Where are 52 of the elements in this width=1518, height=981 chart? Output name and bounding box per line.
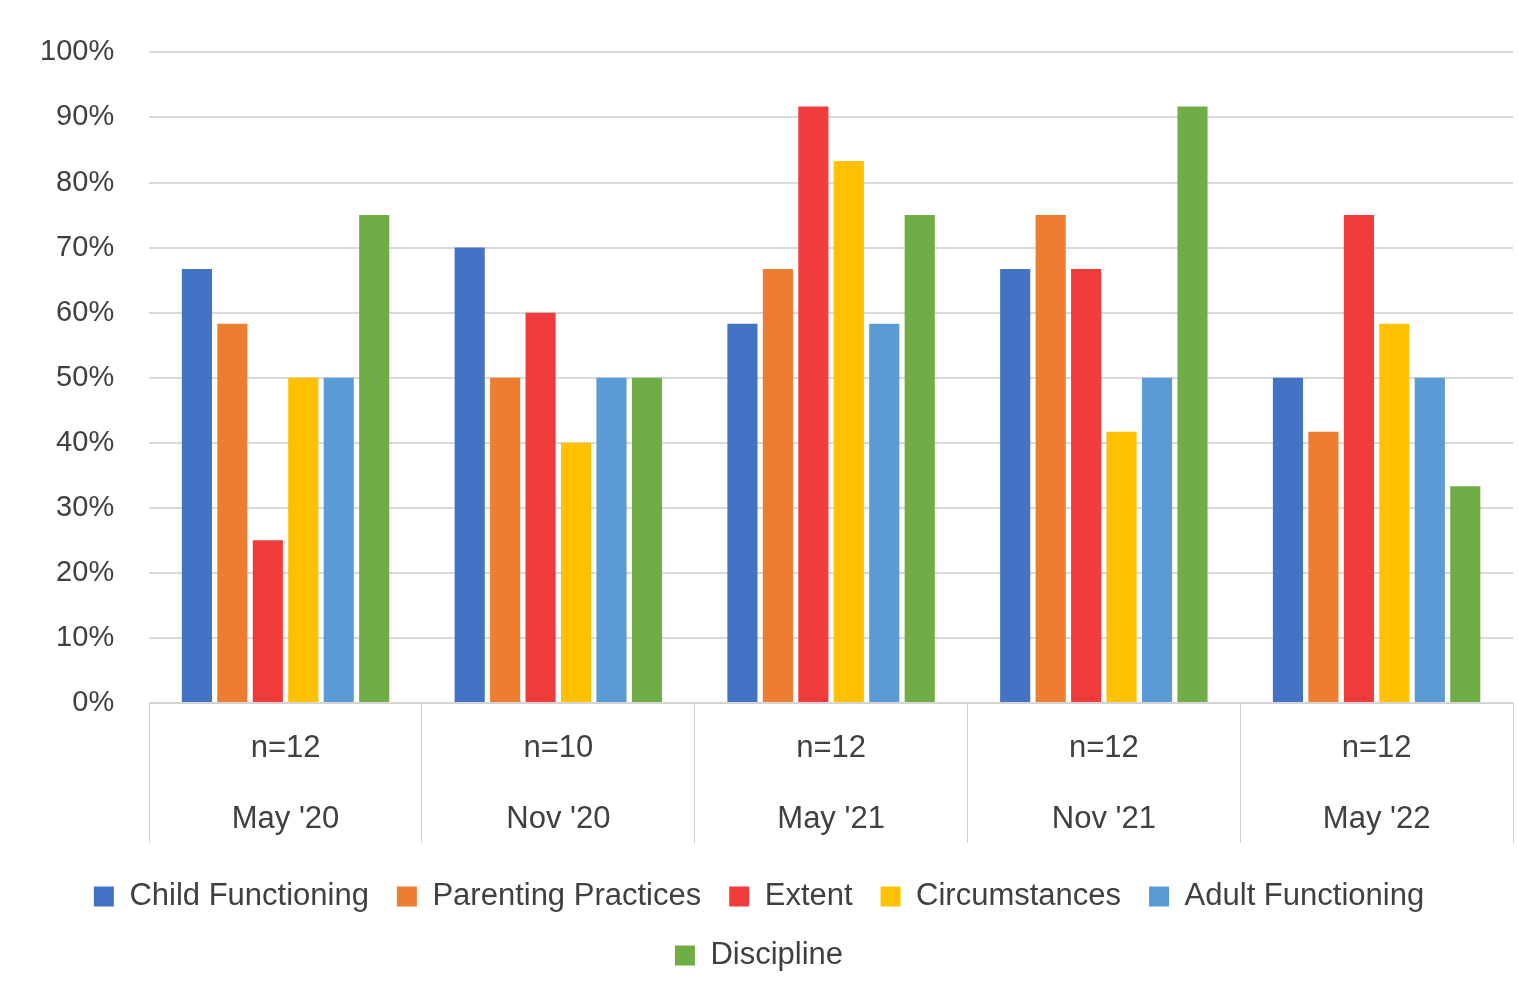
legend-label: Discipline	[710, 936, 844, 972]
bar	[833, 161, 864, 702]
bar	[1414, 377, 1445, 702]
bar	[1035, 215, 1066, 702]
bar	[1106, 431, 1137, 702]
y-tick-label: 10%	[56, 619, 115, 652]
bar	[631, 377, 663, 702]
bar	[762, 269, 793, 702]
y-tick-label: 100%	[40, 34, 115, 67]
bar	[1272, 377, 1304, 702]
bar	[869, 323, 900, 702]
bar	[904, 215, 935, 702]
bar	[252, 540, 283, 702]
bar	[288, 377, 319, 702]
x-tick-label: n=12 May '21	[777, 729, 885, 836]
bar	[727, 323, 758, 702]
bar	[1071, 269, 1102, 702]
y-tick-label: 20%	[56, 554, 115, 587]
legend-label: Circumstances	[916, 877, 1122, 913]
legend-label: Extent	[764, 877, 853, 913]
x-tick-label: n=12 Nov '21	[1051, 729, 1156, 836]
y-tick-label: 80%	[56, 164, 115, 197]
bar	[1308, 431, 1339, 702]
bar	[323, 377, 354, 702]
y-tick-label: 90%	[56, 99, 115, 132]
y-tick-label: 50%	[56, 359, 115, 392]
bar	[798, 106, 829, 702]
bar	[560, 442, 592, 702]
bar	[454, 247, 485, 702]
bar	[217, 323, 248, 702]
bar	[1450, 486, 1481, 702]
bar	[596, 377, 627, 702]
y-tick-label: 70%	[56, 229, 115, 262]
bar	[1343, 215, 1374, 702]
y-tick-label: 60%	[56, 294, 115, 327]
x-tick-label: n=12 May '22	[1322, 729, 1431, 836]
bar	[490, 377, 521, 702]
bar	[1177, 106, 1208, 702]
bar	[359, 215, 390, 702]
y-tick-label: 40%	[56, 424, 115, 457]
x-tick-label: n=12 May '20	[231, 729, 340, 836]
bar	[1000, 269, 1031, 702]
legend-label: Child Functioning	[129, 877, 369, 913]
x-tick-label: n=10 Nov '20	[506, 729, 611, 836]
y-tick-label: 30%	[56, 489, 115, 522]
bar	[1141, 377, 1173, 702]
bar	[525, 312, 556, 702]
y-tick-label: 0%	[72, 685, 115, 717]
legend-label: Parenting Practices	[432, 877, 702, 913]
legend-label: Adult Functioning	[1184, 877, 1425, 913]
bar	[1379, 323, 1410, 702]
bar	[181, 269, 212, 702]
